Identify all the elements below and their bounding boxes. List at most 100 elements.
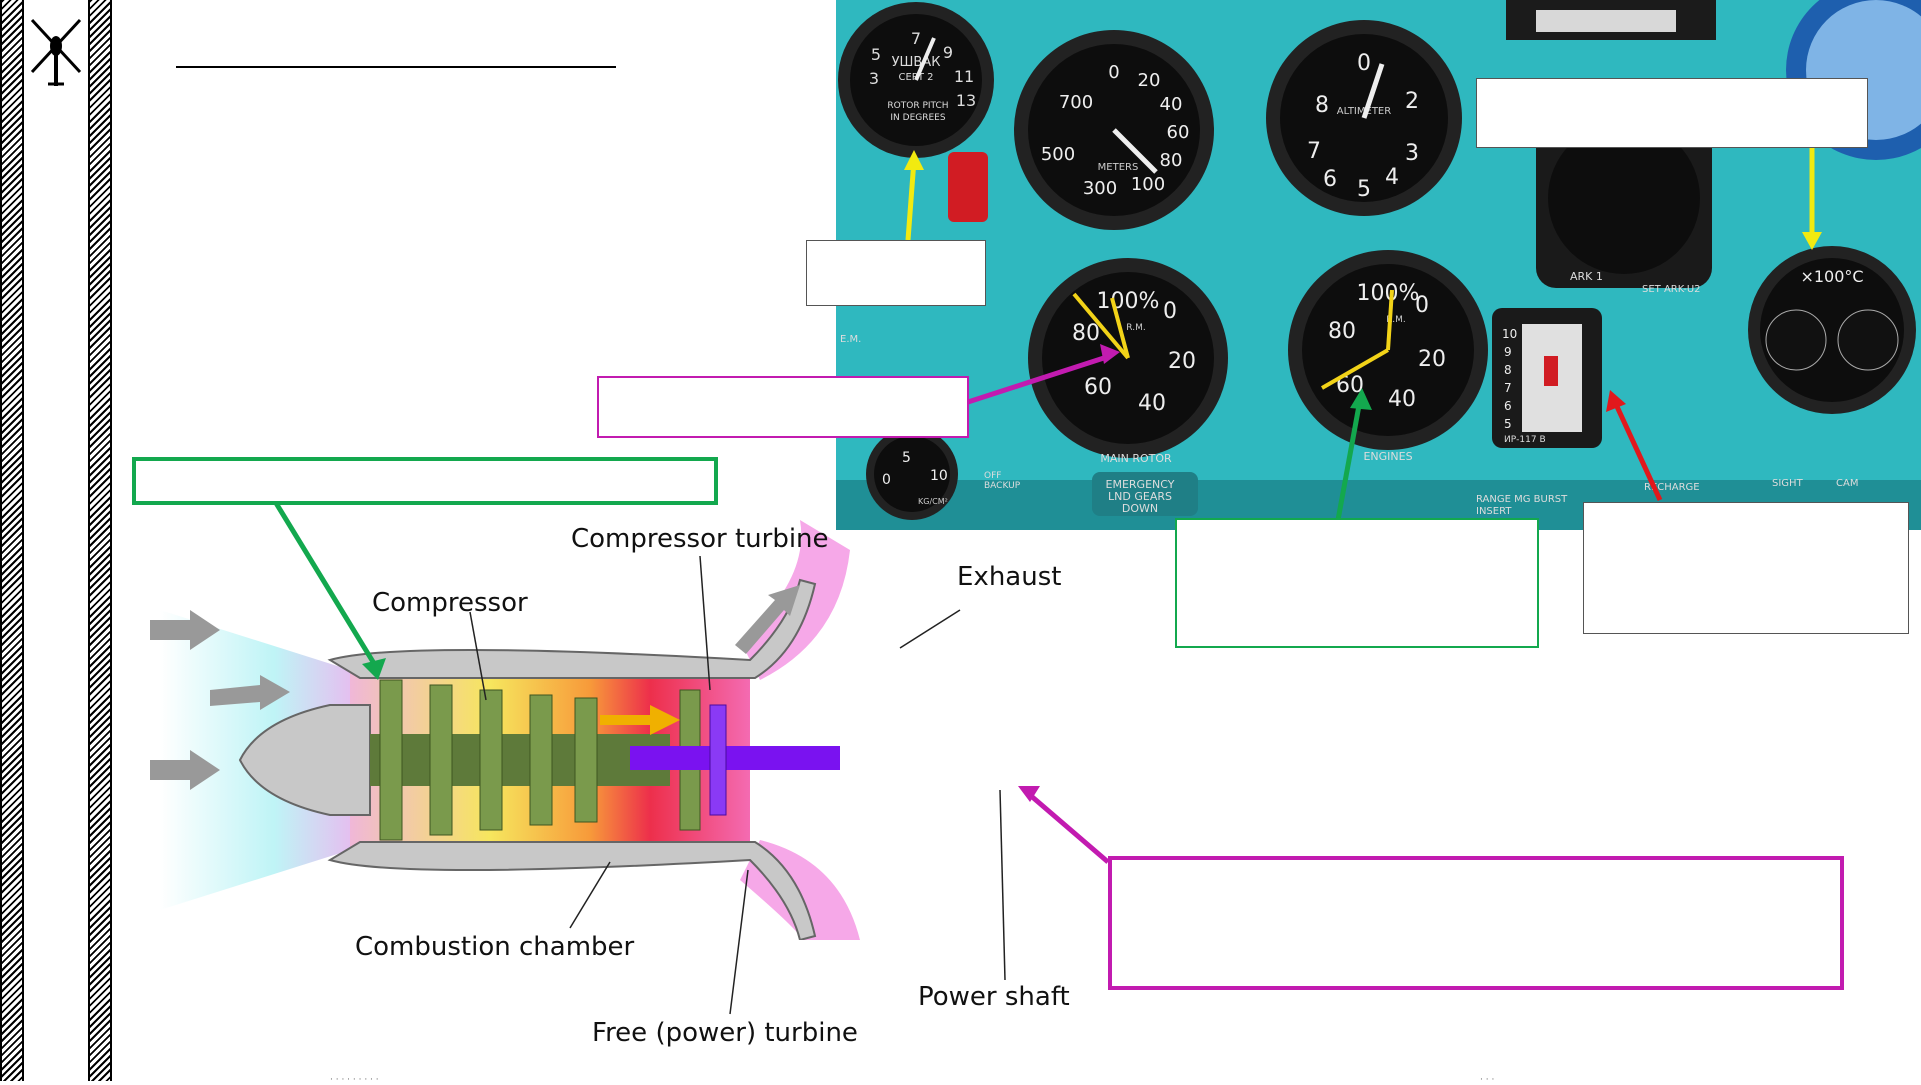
footer-text-left: · · · · · · · · · bbox=[330, 1075, 379, 1085]
label-free-turbine: Free (power) turbine bbox=[592, 1018, 858, 1048]
svg-text:11: 11 bbox=[954, 67, 974, 86]
right-border-hatch bbox=[88, 0, 112, 1081]
svg-text:80: 80 bbox=[1328, 319, 1356, 344]
egt-gauge: ×100°C bbox=[1748, 246, 1916, 414]
svg-text:40: 40 bbox=[1138, 391, 1166, 416]
casing-top bbox=[327, 578, 817, 679]
pressure-gauge: 0 5 10 KG/CM² bbox=[866, 428, 958, 520]
svg-text:5: 5 bbox=[1504, 417, 1512, 431]
main-rotor-caption: MAIN ROTOR bbox=[1100, 452, 1172, 465]
svg-text:KG/CM²: KG/CM² bbox=[918, 497, 948, 506]
rotor-pitch-gauge: 7 9 11 13 5 3 УШВАК CEPT 2 ROTOR PITCH I… bbox=[838, 2, 994, 158]
svg-text:7: 7 bbox=[1504, 381, 1512, 395]
svg-text:500: 500 bbox=[1041, 144, 1075, 165]
svg-text:EMERGENCY: EMERGENCY bbox=[1106, 478, 1175, 491]
svg-text:6: 6 bbox=[1323, 167, 1337, 192]
svg-text:40: 40 bbox=[1160, 94, 1183, 115]
svg-text:9: 9 bbox=[943, 43, 953, 62]
label-compressor: Compressor bbox=[372, 588, 528, 618]
label-combustion-chamber: Combustion chamber bbox=[355, 932, 635, 962]
radar-altimeter-gauge: 0 20 40 60 80 100 300 500 700 METERS bbox=[1014, 30, 1214, 230]
ark-compass-gauge: ARK 1 SET ARK-U2 bbox=[1536, 112, 1712, 295]
svg-text:100: 100 bbox=[1131, 174, 1165, 195]
left-border-hatch bbox=[0, 0, 24, 1081]
svg-text:0: 0 bbox=[1357, 51, 1371, 76]
svg-text:10: 10 bbox=[1502, 327, 1517, 341]
callout-box-engines-rpm bbox=[1175, 518, 1539, 648]
title-underline bbox=[176, 66, 616, 68]
svg-text:IN DEGREES: IN DEGREES bbox=[890, 113, 945, 123]
callout-box-compressor bbox=[132, 457, 718, 505]
svg-text:5: 5 bbox=[902, 450, 911, 466]
svg-text:R.M.: R.M. bbox=[1386, 315, 1405, 325]
svg-text:13: 13 bbox=[956, 91, 976, 110]
cockpit-instrument-panel: 7 9 11 13 5 3 УШВАК CEPT 2 ROTOR PITCH I… bbox=[836, 0, 1921, 530]
svg-text:RANGE MG BURST: RANGE MG BURST bbox=[1476, 494, 1568, 505]
turboshaft-engine-diagram bbox=[150, 520, 860, 940]
flow-arrow-icon bbox=[600, 705, 680, 735]
svg-text:9: 9 bbox=[1504, 345, 1512, 359]
svg-text:DOWN: DOWN bbox=[1122, 502, 1158, 515]
svg-text:×100°C: ×100°C bbox=[1800, 267, 1863, 286]
svg-text:100%: 100% bbox=[1357, 281, 1420, 306]
svg-text:OFF: OFF bbox=[984, 471, 1001, 481]
svg-text:8: 8 bbox=[1315, 93, 1329, 118]
engines-caption: ENGINES bbox=[1363, 450, 1412, 463]
gear-placard: EMERGENCY LND GEARS DOWN bbox=[1092, 472, 1198, 516]
svg-text:INSERT: INSERT bbox=[1476, 506, 1512, 517]
label-power-shaft: Power shaft bbox=[918, 982, 1070, 1012]
label-compressor-turbine: Compressor turbine bbox=[571, 524, 829, 554]
svg-text:4: 4 bbox=[1385, 165, 1399, 190]
svg-text:ИР-117 В: ИР-117 В bbox=[1504, 435, 1546, 445]
svg-text:ARK 1: ARK 1 bbox=[1570, 270, 1603, 283]
svg-text:300: 300 bbox=[1083, 178, 1117, 199]
exhaust-arrow-icon bbox=[735, 585, 800, 654]
callout-box-power-shaft bbox=[1108, 856, 1844, 990]
pitch-caption: ROTOR PITCH bbox=[887, 101, 948, 111]
svg-text:10: 10 bbox=[930, 468, 948, 484]
svg-text:LND GEARS: LND GEARS bbox=[1108, 490, 1172, 503]
svg-text:700: 700 bbox=[1059, 92, 1093, 113]
svg-text:80: 80 bbox=[1072, 321, 1100, 346]
svg-text:R.M.: R.M. bbox=[1126, 323, 1145, 333]
inflow-arrow-icon bbox=[150, 750, 220, 790]
svg-text:0: 0 bbox=[882, 472, 891, 488]
svg-text:20: 20 bbox=[1418, 347, 1446, 372]
svg-text:E.M.: E.M. bbox=[840, 334, 861, 345]
svg-text:3: 3 bbox=[869, 69, 879, 88]
footer-text-right: · · · bbox=[1480, 1075, 1495, 1085]
svg-text:8: 8 bbox=[1504, 363, 1512, 377]
svg-text:20: 20 bbox=[1138, 70, 1161, 91]
helicopter-logo-icon bbox=[30, 18, 82, 86]
power-shaft bbox=[630, 746, 840, 770]
callout-box-rotor-rpm bbox=[597, 376, 969, 438]
svg-text:RECHARGE: RECHARGE bbox=[1644, 482, 1700, 493]
casing-bottom bbox=[327, 841, 817, 940]
svg-text:0: 0 bbox=[1415, 293, 1429, 318]
svg-text:5: 5 bbox=[1357, 177, 1371, 202]
svg-text:60: 60 bbox=[1167, 122, 1190, 143]
svg-text:80: 80 bbox=[1160, 150, 1183, 171]
pitch-tick: 7 bbox=[911, 29, 921, 48]
svg-text:100%: 100% bbox=[1097, 289, 1160, 314]
svg-text:6: 6 bbox=[1504, 399, 1512, 413]
inflow-arrow-icon bbox=[210, 675, 290, 710]
compressor-shaft bbox=[370, 734, 670, 786]
svg-text:0: 0 bbox=[1108, 62, 1119, 83]
svg-text:5: 5 bbox=[871, 45, 881, 64]
svg-text:60: 60 bbox=[1084, 375, 1112, 400]
callout-box-pitch bbox=[806, 240, 986, 306]
svg-text:7: 7 bbox=[1307, 139, 1321, 164]
svg-text:3: 3 bbox=[1405, 141, 1419, 166]
altimeter-gauge: 0 2 3 4 5 6 7 8 ALTIMETER bbox=[1266, 20, 1462, 216]
callout-box-fuel bbox=[1583, 502, 1909, 634]
svg-text:0: 0 bbox=[1163, 299, 1177, 324]
compressor-stages bbox=[379, 679, 701, 841]
callout-box-egt bbox=[1476, 78, 1868, 148]
svg-text:METERS: METERS bbox=[1098, 162, 1139, 173]
label-exhaust: Exhaust bbox=[957, 562, 1062, 592]
svg-text:2: 2 bbox=[1405, 89, 1419, 114]
svg-text:SET ARK-U2: SET ARK-U2 bbox=[1642, 284, 1701, 295]
svg-text:SIGHT: SIGHT bbox=[1772, 478, 1804, 489]
svg-text:20: 20 bbox=[1168, 349, 1196, 374]
